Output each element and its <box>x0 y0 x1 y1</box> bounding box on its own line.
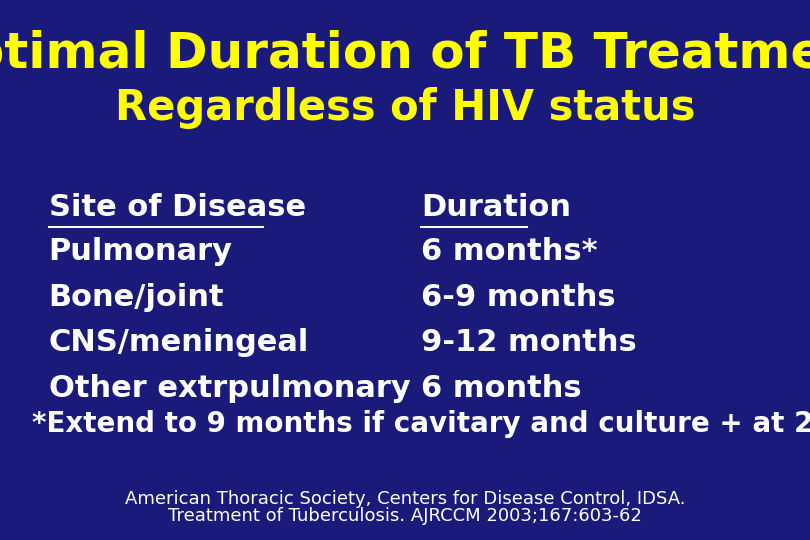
Text: *Extend to 9 months if cavitary and culture + at 2 months: *Extend to 9 months if cavitary and cult… <box>32 410 810 438</box>
Text: CNS/meningeal: CNS/meningeal <box>49 328 309 357</box>
Text: Pulmonary: Pulmonary <box>49 237 232 266</box>
Text: Optimal Duration of TB Treatment: Optimal Duration of TB Treatment <box>0 30 810 78</box>
Text: Other extrpulmonary: Other extrpulmonary <box>49 374 411 403</box>
Text: 6 months*: 6 months* <box>421 237 598 266</box>
Text: Bone/joint: Bone/joint <box>49 282 224 312</box>
Text: Regardless of HIV status: Regardless of HIV status <box>115 87 695 129</box>
Text: 9-12 months: 9-12 months <box>421 328 637 357</box>
Text: Duration: Duration <box>421 193 571 222</box>
Text: 6-9 months: 6-9 months <box>421 282 616 312</box>
Text: Treatment of Tuberculosis. AJRCCM 2003;167:603-62: Treatment of Tuberculosis. AJRCCM 2003;1… <box>168 507 642 525</box>
Text: American Thoracic Society, Centers for Disease Control, IDSA.: American Thoracic Society, Centers for D… <box>125 490 685 509</box>
Text: Site of Disease: Site of Disease <box>49 193 305 222</box>
Text: 6 months: 6 months <box>421 374 582 403</box>
